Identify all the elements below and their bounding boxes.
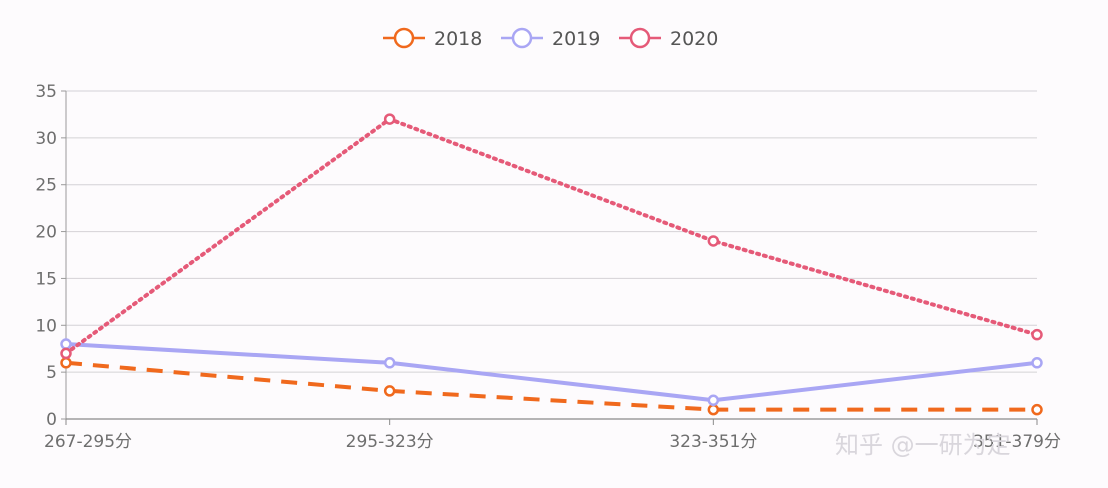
legend-marker-2018 [393,27,415,49]
legend: 2018 2019 2020 [383,27,718,50]
y-tick-label-15: 15 [35,269,57,289]
point-2020-3[interactable] [1031,328,1043,341]
legend-label-2020: 2020 [670,28,718,50]
y-tick-label-0: 0 [46,410,57,430]
y-tick-label-25: 25 [35,176,57,196]
point-2020-1[interactable] [383,113,396,125]
axes: 0 5 10 15 20 25 30 35 267-295分 295-323分 323-351分 35… [35,82,1061,452]
watermark-text: 知乎 @一研为定 [835,431,1011,459]
point-2020-0[interactable] [60,347,72,360]
legend-item-2018[interactable]: 2018 [383,27,482,50]
legend-marker-2020 [629,27,651,49]
series-line-2020 [64,117,1039,356]
gridlines [66,90,1037,373]
point-2019-1[interactable] [383,357,396,369]
series-line-2018 [65,360,1037,412]
x-tick-label-1: 295-323分 [346,432,434,452]
y-tick-label-35: 35 [35,82,57,102]
series-line-2019 [65,342,1038,403]
point-2018-1[interactable] [383,385,396,397]
y-tick-label-30: 30 [35,129,57,149]
point-2018-3[interactable] [1031,403,1043,416]
x-tick-label-2: 323-351分 [669,432,757,452]
legend-item-2020[interactable]: 2020 [619,27,718,50]
point-2019-2[interactable] [707,394,720,407]
point-2019-3[interactable] [1031,357,1043,369]
x-tick-label-0: 267-295分 [44,432,132,452]
legend-label-2019: 2019 [552,28,600,50]
point-2018-2[interactable] [707,403,720,416]
x-tick-label-3: 351-379分 [973,432,1061,452]
y-tick-label-5: 5 [46,363,57,383]
legend-marker-2019 [511,27,533,49]
series [60,113,1043,416]
legend-label-2018: 2018 [434,28,482,50]
point-2020-2[interactable] [707,235,720,247]
legend-item-2019[interactable]: 2019 [501,27,600,50]
point-2019-0[interactable] [60,338,72,350]
point-2018-0[interactable] [60,357,72,369]
y-tick-label-20: 20 [35,223,57,243]
y-tick-label-10: 10 [35,316,57,336]
